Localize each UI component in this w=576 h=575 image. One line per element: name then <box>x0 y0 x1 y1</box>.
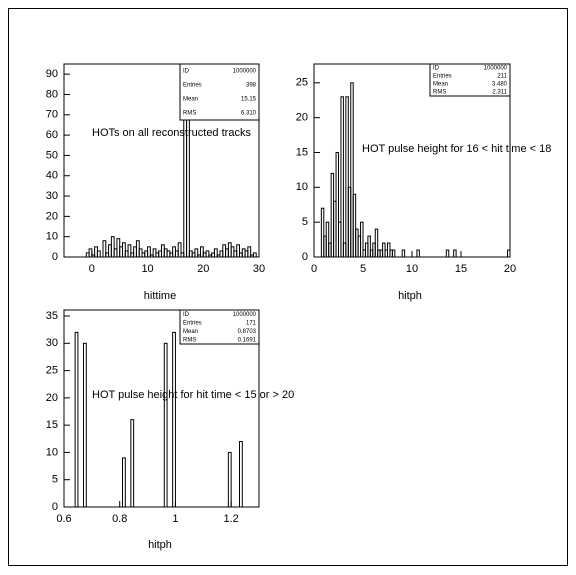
histogram-bar <box>172 331 176 508</box>
stats-value: 2.311 <box>492 90 507 96</box>
x-tick-label: 10 <box>406 263 418 275</box>
stats-label: Mean <box>183 329 198 335</box>
stats-label: Mean <box>433 82 448 88</box>
histogram-bar <box>391 249 396 258</box>
y-tick-label: 30 <box>46 337 58 349</box>
x-tick-label: 1 <box>172 513 178 525</box>
x-axis-label: hitph <box>148 539 172 551</box>
y-tick-label: 10 <box>46 446 58 458</box>
x-tick-label: 15 <box>455 263 467 275</box>
annotation: HOTs on all reconstructed tracks <box>92 127 251 139</box>
histogram-bar <box>445 249 450 258</box>
stats-box <box>179 309 260 345</box>
x-tick-label: 0 <box>89 263 95 275</box>
histogram-bar <box>453 249 457 258</box>
y-tick-label: 0 <box>52 251 58 263</box>
stats-box <box>179 63 260 121</box>
stats-value: 171 <box>246 320 257 326</box>
stats-label: ID <box>183 312 190 318</box>
annotation: HOT pulse height for hit time < 15 or > … <box>92 389 294 401</box>
y-tick-label: 80 <box>46 88 58 100</box>
x-axis-label: hittime <box>144 290 176 302</box>
y-tick-label: 20 <box>46 392 58 404</box>
y-tick-label: 60 <box>46 129 58 141</box>
stats-value: 15.15 <box>241 97 257 103</box>
y-tick-label: 70 <box>46 109 58 121</box>
y-tick-label: 20 <box>296 112 308 124</box>
stats-value: 1000000 <box>233 69 257 75</box>
stats-value: 398 <box>246 83 257 89</box>
x-tick-label: 1.2 <box>223 513 238 525</box>
x-axis-label: hitph <box>398 290 422 302</box>
histogram-bar <box>163 342 168 508</box>
y-tick-label: 0 <box>302 251 308 263</box>
histogram-bar <box>96 250 101 258</box>
x-tick-label: 30 <box>253 263 265 275</box>
y-tick-label: 0 <box>52 501 58 513</box>
histogram-bar <box>130 419 135 508</box>
x-tick-label: 0.8 <box>112 513 127 525</box>
x-tick-label: 5 <box>360 263 366 275</box>
stats-label: Mean <box>183 97 198 103</box>
stats-value: 211 <box>497 74 507 80</box>
histogram-bar <box>122 457 126 508</box>
stats-label: Entries <box>183 320 202 326</box>
histogram-bar <box>227 451 232 508</box>
stats-value: 6.310 <box>241 111 257 117</box>
histogram-bar <box>252 252 257 258</box>
stats-label: Entries <box>183 83 202 89</box>
histogram-bar <box>340 96 344 258</box>
histogram-bar <box>416 249 420 258</box>
y-tick-label: 90 <box>46 68 58 80</box>
x-tick-label: 20 <box>504 263 516 275</box>
stats-box <box>429 63 511 97</box>
page-frame <box>8 8 568 566</box>
y-tick-label: 50 <box>46 149 58 161</box>
stats-label: Entries <box>433 74 452 80</box>
stats-value: 1000000 <box>233 312 257 318</box>
stats-value: 0.8703 <box>238 329 257 335</box>
x-tick-label: 0 <box>311 263 317 275</box>
y-tick-label: 20 <box>46 210 58 222</box>
x-tick-label: 20 <box>197 263 209 275</box>
histogram-bar <box>74 331 79 508</box>
stats-label: RMS <box>183 111 196 117</box>
histogram-bar <box>83 342 87 508</box>
stats-value: 0.1691 <box>238 337 257 343</box>
y-tick-label: 15 <box>46 419 58 431</box>
y-tick-label: 10 <box>46 231 58 243</box>
stats-value: 3.480 <box>492 82 508 88</box>
y-tick-label: 30 <box>46 190 58 202</box>
plot-frame <box>63 63 260 258</box>
y-tick-label: 10 <box>296 181 308 193</box>
y-tick-label: 25 <box>46 364 58 376</box>
x-tick-label: 10 <box>141 263 153 275</box>
plot-frame <box>63 309 260 508</box>
y-tick-label: 40 <box>46 170 58 182</box>
stats-label: ID <box>183 69 190 75</box>
y-tick-label: 25 <box>296 77 308 89</box>
x-tick-label: 0.6 <box>56 513 71 525</box>
y-tick-label: 35 <box>46 310 58 322</box>
stats-label: RMS <box>433 90 446 96</box>
y-tick-label: 5 <box>52 474 58 486</box>
histogram-bar <box>239 441 243 508</box>
histogram-bar <box>401 249 406 258</box>
stats-value: 1000000 <box>484 66 508 72</box>
y-tick-label: 5 <box>302 216 308 228</box>
stats-label: ID <box>433 66 440 72</box>
y-tick-label: 15 <box>296 146 308 158</box>
stats-label: RMS <box>183 337 196 343</box>
annotation: HOT pulse height for 16 < hit time < 18 <box>362 143 551 155</box>
